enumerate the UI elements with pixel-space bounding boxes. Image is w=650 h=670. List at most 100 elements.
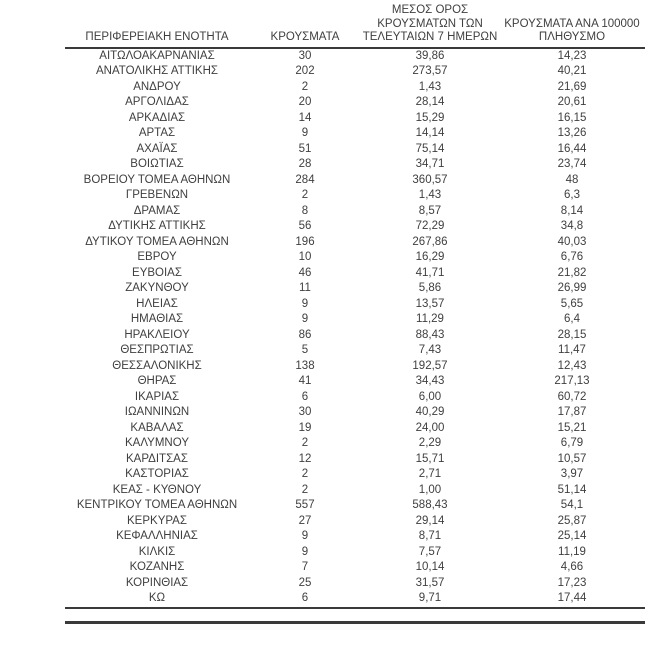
cell-cases-per-100000: 17,44 xyxy=(499,591,645,609)
table-row: ΕΒΡΟΥ 10 16,29 6,76 xyxy=(65,250,645,266)
cell-cases: 9 xyxy=(301,545,309,558)
cell-regional-unit: ΚΕΑΣ - ΚΥΘΝΟΥ xyxy=(112,483,202,496)
table-row: ΚΑΣΤΟΡΙΑΣ 2 2,71 3,97 xyxy=(65,467,645,483)
table-row: ΘΕΣΣΑΛΟΝΙΚΗΣ 138 192,57 12,43 xyxy=(65,359,645,375)
cell-cases: 9 xyxy=(301,313,309,325)
cell-7day-average: 28,14 xyxy=(415,96,445,108)
header-cases-per-100000: ΚΡΟΥΣΜΑΤΑ ΑΝΑ 100000 ΠΛΗΘΥΣΜΟ xyxy=(499,4,645,49)
cell-7day-average: 41,71 xyxy=(415,266,445,279)
cell-cases-per-100000: 34,8 xyxy=(560,220,584,232)
cell-cases-per-100000: 54,1 xyxy=(560,499,584,511)
cell-regional-unit: ΑΙΤΩΛΟΑΚΑΡΝΑΝΙΑΣ xyxy=(99,49,215,62)
cell-7day-average: 6,00 xyxy=(418,390,442,403)
cell-cases-per-100000: 6,79 xyxy=(560,437,584,449)
header-cases: ΚΡΟΥΣΜΑΤΑ xyxy=(249,4,361,49)
cell-cases-per-100000: 23,74 xyxy=(557,158,587,170)
cell-7day-average: 16,29 xyxy=(415,251,445,263)
cell-cases: 202 xyxy=(295,65,315,77)
cell-cases: 2 xyxy=(301,437,309,449)
cell-cases: 6 xyxy=(249,591,361,609)
table-row: ΗΜΑΘΙΑΣ 9 11,29 6,4 xyxy=(65,312,645,328)
cell-cases: 27 xyxy=(298,514,312,527)
cell-7day-average: 15,29 xyxy=(415,111,445,124)
cell-cases-per-100000: 217,13 xyxy=(554,375,590,387)
cell-7day-average: 2,71 xyxy=(418,468,442,480)
cell-cases-per-100000: 16,15 xyxy=(557,111,587,124)
cell-regional-unit: ΒΟΙΩΤΙΑΣ xyxy=(130,158,184,170)
cell-regional-unit: ΘΕΣΣΑΛΟΝΙΚΗΣ xyxy=(112,359,202,372)
cell-regional-unit: ΔΥΤΙΚΟΥ ΤΟΜΕΑ ΑΘΗΝΩΝ xyxy=(85,235,229,248)
cell-regional-unit: ΚΟΡΙΝΘΙΑΣ xyxy=(125,576,189,589)
cell-cases-per-100000: 14,23 xyxy=(557,49,587,62)
regional-cases-table-container: ΠΕΡΙΦΕΡΕΙΑΚΗ ΕΝΟΤΗΤΑ ΚΡΟΥΣΜΑΤΑ ΜΕΣΟΣ ΟΡΟ… xyxy=(65,4,645,624)
table-row: ΒΟΙΩΤΙΑΣ 28 34,71 23,74 xyxy=(65,157,645,173)
cell-cases: 284 xyxy=(295,173,315,186)
cell-regional-unit: ΚΟΖΑΝΗΣ xyxy=(129,561,185,573)
cell-cases: 41 xyxy=(298,375,312,387)
table-row: ΙΩΑΝΝΙΝΩΝ 30 40,29 17,87 xyxy=(65,405,645,421)
cell-cases: 19 xyxy=(298,421,312,434)
cell-7day-average: 267,86 xyxy=(412,235,448,248)
table-row: ΖΑΚΥΝΘΟΥ 11 5,86 26,99 xyxy=(65,281,645,297)
cell-regional-unit: ΚΕΦΑΛΛΗΝΙΑΣ xyxy=(116,530,198,542)
cell-regional-unit: ΓΡΕΒΕΝΩΝ xyxy=(125,189,189,201)
cell-cases-per-100000: 25,87 xyxy=(557,514,587,527)
cell-regional-unit: ΕΒΡΟΥ xyxy=(137,251,177,263)
cell-cases: 9 xyxy=(301,127,309,139)
cell-regional-unit: ΚΑΡΔΙΤΣΑΣ xyxy=(126,452,188,465)
cell-regional-unit: ΗΜΑΘΙΑΣ xyxy=(130,313,184,325)
cell-cases-per-100000: 40,21 xyxy=(557,65,587,77)
cell-regional-unit: ΚΕΝΤΡΙΚΟΥ ΤΟΜΕΑ ΑΘΗΝΩΝ xyxy=(76,499,238,511)
cell-cases: 11 xyxy=(299,282,311,294)
cell-cases: 25 xyxy=(298,576,312,589)
cell-cases: 196 xyxy=(295,235,315,248)
cell-cases-per-100000: 11,47 xyxy=(558,344,586,356)
table-row: ΑΙΤΩΛΟΑΚΑΡΝΑΝΙΑΣ 30 39,86 14,23 xyxy=(65,48,645,65)
cell-cases: 557 xyxy=(295,499,315,511)
cell-cases-per-100000: 20,61 xyxy=(557,96,587,108)
cell-regional-unit: ΚΑΒΑΛΑΣ xyxy=(130,421,184,434)
header-7day-average: ΜΕΣΟΣ ΟΡΟΣ ΚΡΟΥΣΜΑΤΩΝ ΤΩΝ ΤΕΛΕΥΤΑΙΩΝ 7 Η… xyxy=(361,4,499,49)
cell-cases-per-100000: 17,23 xyxy=(557,576,587,589)
cell-cases-per-100000: 51,14 xyxy=(557,483,587,496)
cell-cases-per-100000: 11,19 xyxy=(558,545,586,558)
cell-cases: 6 xyxy=(301,390,309,403)
cell-7day-average: 14,14 xyxy=(415,127,445,139)
cell-cases-per-100000: 15,21 xyxy=(557,421,587,434)
table-row: ΚΕΡΚΥΡΑΣ 27 29,14 25,87 xyxy=(65,514,645,530)
cell-regional-unit: ΗΡΑΚΛΕΙΟΥ xyxy=(124,328,190,341)
table-row: ΚΑΡΔΙΤΣΑΣ 12 15,71 10,57 xyxy=(65,452,645,468)
cell-cases: 2 xyxy=(301,189,309,201)
cell-regional-unit: ΚΑΣΤΟΡΙΑΣ xyxy=(125,468,189,480)
cell-7day-average: 2,29 xyxy=(418,437,442,449)
cell-cases: 14 xyxy=(298,111,312,124)
cell-cases-per-100000: 40,03 xyxy=(557,235,587,248)
cell-7day-average: 13,57 xyxy=(415,297,445,310)
cell-cases-per-100000: 6,3 xyxy=(564,189,580,201)
cell-7day-average: 360,57 xyxy=(412,173,448,186)
cell-cases: 20 xyxy=(298,96,312,108)
table-row: ΘΗΡΑΣ 41 34,43 217,13 xyxy=(65,374,645,390)
cell-7day-average: 1,00 xyxy=(418,483,442,496)
cell-cases-per-100000: 4,66 xyxy=(560,561,584,573)
table-row: ΕΥΒΟΙΑΣ 46 41,71 21,82 xyxy=(65,266,645,282)
cell-regional-unit: ΘΗΡΑΣ xyxy=(137,375,177,387)
cell-cases-per-100000: 6,76 xyxy=(560,251,584,263)
cell-cases: 138 xyxy=(295,359,315,372)
table-row: ΚΩ 6 9,71 17,44 xyxy=(65,591,645,609)
cell-cases: 9 xyxy=(301,297,309,310)
cell-cases-per-100000: 16,44 xyxy=(557,142,587,155)
table-row: ΗΡΑΚΛΕΙΟΥ 86 88,43 28,15 xyxy=(65,328,645,344)
cell-cases-per-100000: 26,99 xyxy=(557,282,587,294)
cell-regional-unit: ΙΚΑΡΙΑΣ xyxy=(134,390,180,403)
cell-7day-average: 15,71 xyxy=(415,452,445,465)
cell-7day-average: 1,43 xyxy=(418,80,442,93)
cell-7day-average: 34,71 xyxy=(415,158,445,170)
cell-regional-unit: ΘΕΣΠΡΩΤΙΑΣ xyxy=(120,344,194,356)
header-row: ΠΕΡΙΦΕΡΕΙΑΚΗ ΕΝΟΤΗΤΑ ΚΡΟΥΣΜΑΤΑ ΜΕΣΟΣ ΟΡΟ… xyxy=(65,4,645,49)
table-header: ΠΕΡΙΦΕΡΕΙΑΚΗ ΕΝΟΤΗΤΑ ΚΡΟΥΣΜΑΤΑ ΜΕΣΟΣ ΟΡΟ… xyxy=(65,4,645,49)
table-row: ΙΚΑΡΙΑΣ 6 6,00 60,72 xyxy=(65,390,645,406)
cell-regional-unit: ΑΧΑΪΑΣ xyxy=(136,142,178,155)
table-row: ΑΝΑΤΟΛΙΚΗΣ ΑΤΤΙΚΗΣ 202 273,57 40,21 xyxy=(65,64,645,80)
cell-cases: 7 xyxy=(301,561,309,573)
